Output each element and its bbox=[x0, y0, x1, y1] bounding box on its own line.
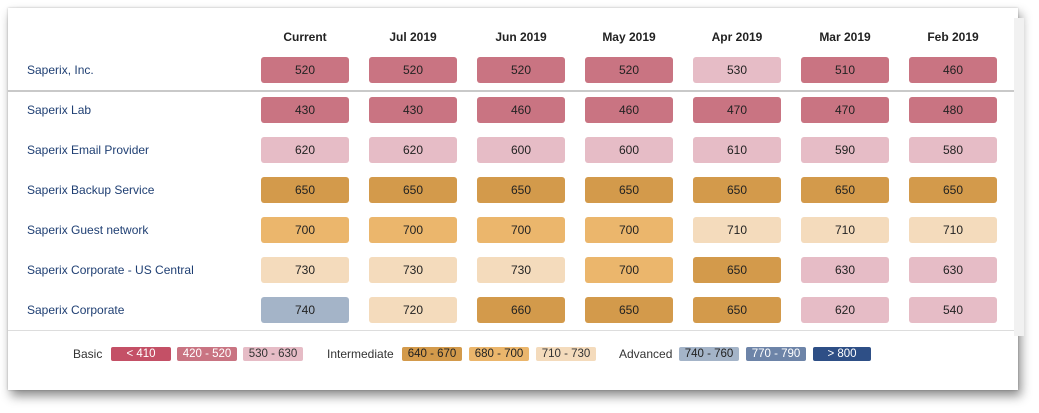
score-cell[interactable]: 470 bbox=[801, 97, 889, 123]
table-row: Saperix Lab 430 430 460 460 470 470 480 bbox=[8, 90, 1018, 130]
table-row: Saperix Email Provider 620 620 600 600 6… bbox=[8, 130, 1018, 170]
legend-chip-advanced-1[interactable]: 740 - 760 bbox=[679, 347, 739, 361]
table-row: Saperix Backup Service 650 650 650 650 6… bbox=[8, 170, 1018, 210]
column-header-mar-2019[interactable]: Mar 2019 bbox=[819, 30, 871, 44]
score-cell[interactable]: 630 bbox=[801, 257, 889, 283]
score-cell[interactable]: 650 bbox=[585, 177, 673, 203]
score-cell[interactable]: 700 bbox=[369, 217, 457, 243]
score-cell[interactable]: 650 bbox=[261, 177, 349, 203]
score-cell[interactable]: 710 bbox=[909, 217, 997, 243]
score-cell[interactable]: 620 bbox=[261, 137, 349, 163]
legend-chip-intermediate-2[interactable]: 680 - 700 bbox=[469, 347, 529, 361]
score-cell[interactable]: 730 bbox=[261, 257, 349, 283]
legend: Basic < 410 420 - 520 530 - 630 Intermed… bbox=[8, 344, 1018, 364]
row-label[interactable]: Saperix Backup Service bbox=[27, 183, 155, 197]
score-cell[interactable]: 530 bbox=[693, 57, 781, 83]
score-cell[interactable]: 620 bbox=[801, 297, 889, 323]
score-cell[interactable]: 650 bbox=[693, 177, 781, 203]
score-cell[interactable]: 470 bbox=[693, 97, 781, 123]
score-card: Current Jul 2019 Jun 2019 May 2019 Apr 2… bbox=[8, 8, 1024, 390]
score-cell[interactable]: 700 bbox=[585, 217, 673, 243]
row-label[interactable]: Saperix Guest network bbox=[27, 223, 149, 237]
score-cell[interactable]: 650 bbox=[369, 177, 457, 203]
column-header-apr-2019[interactable]: Apr 2019 bbox=[711, 30, 763, 44]
score-cell[interactable]: 650 bbox=[477, 177, 565, 203]
score-cell[interactable]: 520 bbox=[585, 57, 673, 83]
score-cell[interactable]: 700 bbox=[477, 217, 565, 243]
row-label[interactable]: Saperix Corporate bbox=[27, 303, 125, 317]
score-cell[interactable]: 460 bbox=[909, 57, 997, 83]
score-cell[interactable]: 460 bbox=[585, 97, 673, 123]
score-cell[interactable]: 660 bbox=[477, 297, 565, 323]
legend-chip-basic-1[interactable]: < 410 bbox=[111, 347, 171, 361]
score-cell[interactable]: 700 bbox=[261, 217, 349, 243]
score-cell[interactable]: 630 bbox=[909, 257, 997, 283]
row-divider bbox=[8, 90, 1014, 92]
column-header-may-2019[interactable]: May 2019 bbox=[602, 30, 656, 44]
score-cell[interactable]: 650 bbox=[909, 177, 997, 203]
score-cell[interactable]: 460 bbox=[477, 97, 565, 123]
column-header-row: Current Jul 2019 Jun 2019 May 2019 Apr 2… bbox=[8, 30, 1018, 50]
legend-chip-intermediate-1[interactable]: 640 - 670 bbox=[402, 347, 462, 361]
score-cell[interactable]: 430 bbox=[369, 97, 457, 123]
legend-chip-advanced-2[interactable]: 770 - 790 bbox=[746, 347, 806, 361]
table-row: Saperix Guest network 700 700 700 700 71… bbox=[8, 210, 1018, 250]
score-cell[interactable]: 740 bbox=[261, 297, 349, 323]
score-cell[interactable]: 650 bbox=[801, 177, 889, 203]
score-cell[interactable]: 720 bbox=[369, 297, 457, 323]
row-label[interactable]: Saperix Email Provider bbox=[27, 143, 150, 157]
legend-intermediate-label: Intermediate bbox=[327, 347, 394, 361]
legend-chip-basic-2[interactable]: 420 - 520 bbox=[177, 347, 237, 361]
score-cell[interactable]: 510 bbox=[801, 57, 889, 83]
score-cell[interactable]: 650 bbox=[693, 257, 781, 283]
table-row: Saperix Corporate - US Central 730 730 7… bbox=[8, 250, 1018, 290]
score-cell[interactable]: 600 bbox=[477, 137, 565, 163]
legend-basic-label: Basic bbox=[73, 347, 103, 361]
row-label[interactable]: Saperix Corporate - US Central bbox=[27, 263, 194, 277]
score-cell[interactable]: 590 bbox=[801, 137, 889, 163]
score-cell[interactable]: 650 bbox=[585, 297, 673, 323]
legend-chip-basic-3[interactable]: 530 - 630 bbox=[243, 347, 303, 361]
score-cell[interactable]: 520 bbox=[369, 57, 457, 83]
score-cell[interactable]: 520 bbox=[261, 57, 349, 83]
score-cell[interactable]: 730 bbox=[477, 257, 565, 283]
score-cell[interactable]: 710 bbox=[801, 217, 889, 243]
table-row: Saperix, Inc. 520 520 520 520 530 510 46… bbox=[8, 50, 1018, 90]
score-cell[interactable]: 480 bbox=[909, 97, 997, 123]
table-row: Saperix Corporate 740 720 660 650 650 62… bbox=[8, 290, 1018, 330]
score-cell[interactable]: 620 bbox=[369, 137, 457, 163]
legend-advanced-label: Advanced bbox=[619, 347, 673, 361]
vertical-scrollbar[interactable] bbox=[1014, 18, 1024, 336]
score-cell[interactable]: 540 bbox=[909, 297, 997, 323]
column-header-jul-2019[interactable]: Jul 2019 bbox=[389, 30, 437, 44]
score-cell[interactable]: 430 bbox=[261, 97, 349, 123]
score-cell[interactable]: 610 bbox=[693, 137, 781, 163]
row-label[interactable]: Saperix Lab bbox=[27, 103, 92, 117]
legend-chip-advanced-3[interactable]: > 800 bbox=[813, 347, 871, 361]
column-header-jun-2019[interactable]: Jun 2019 bbox=[495, 30, 547, 44]
score-cell[interactable]: 520 bbox=[477, 57, 565, 83]
legend-chip-intermediate-3[interactable]: 710 - 730 bbox=[536, 347, 596, 361]
score-cell[interactable]: 710 bbox=[693, 217, 781, 243]
score-cell[interactable]: 580 bbox=[909, 137, 997, 163]
score-cell[interactable]: 700 bbox=[585, 257, 673, 283]
row-label[interactable]: Saperix, Inc. bbox=[27, 63, 94, 77]
column-header-feb-2019[interactable]: Feb 2019 bbox=[927, 30, 979, 44]
score-cell[interactable]: 730 bbox=[369, 257, 457, 283]
column-header-current[interactable]: Current bbox=[283, 30, 327, 44]
legend-divider bbox=[8, 330, 1014, 331]
score-cell[interactable]: 650 bbox=[693, 297, 781, 323]
score-cell[interactable]: 600 bbox=[585, 137, 673, 163]
